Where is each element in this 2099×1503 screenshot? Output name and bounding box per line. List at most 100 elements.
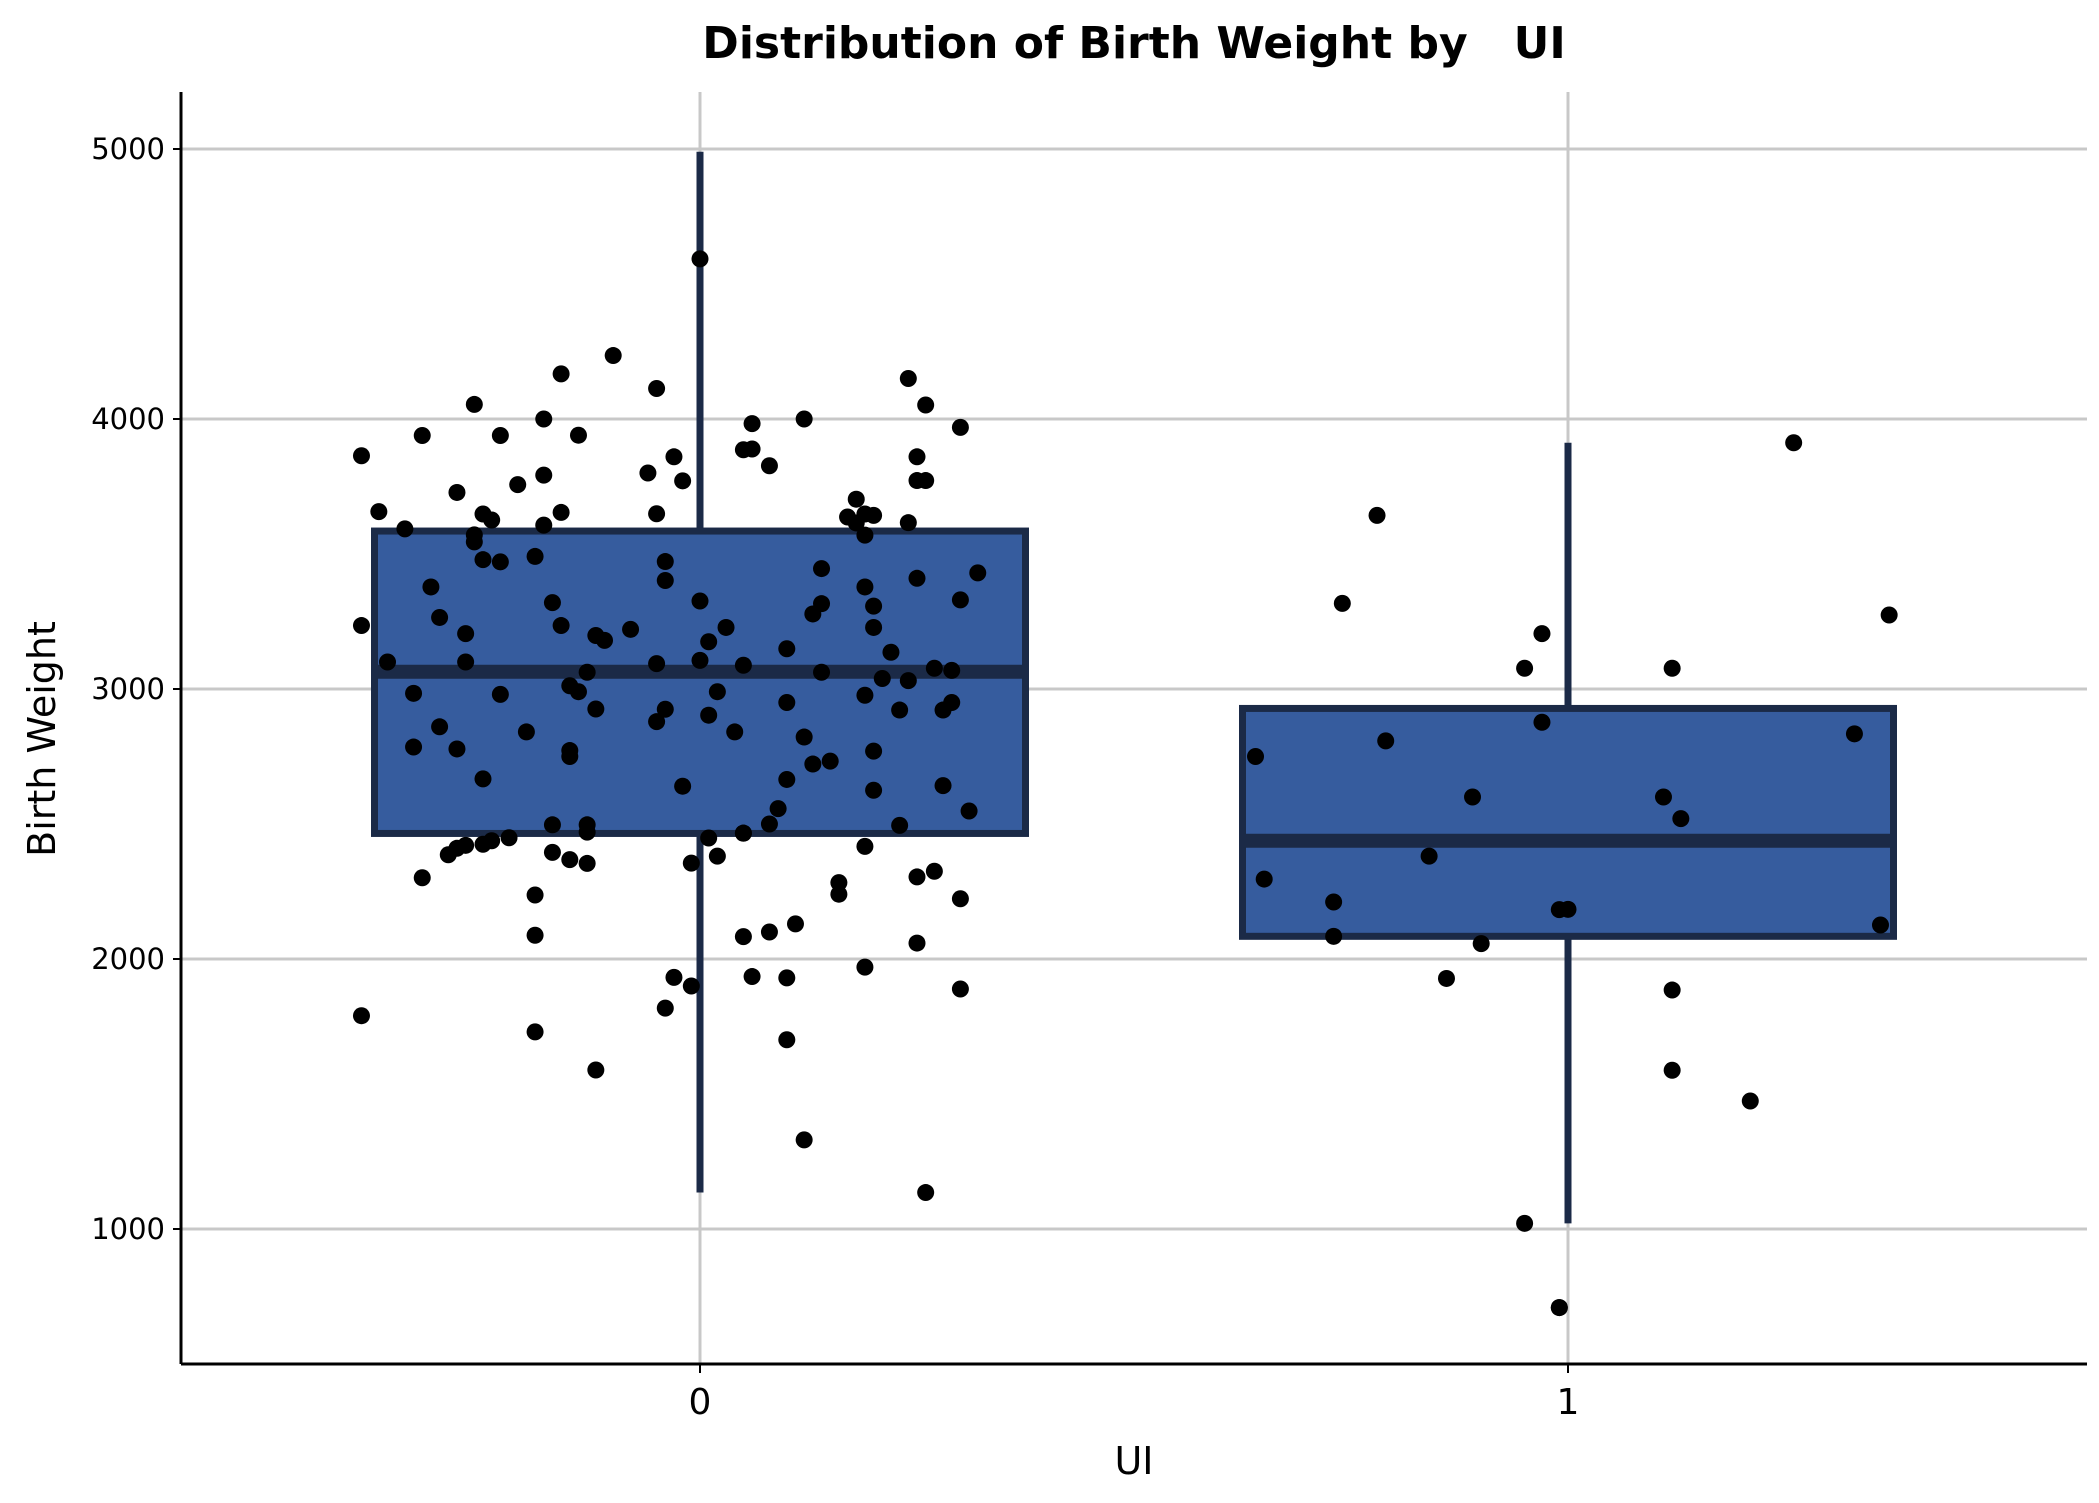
- box-0: [371, 527, 1029, 837]
- data-point: [821, 752, 839, 770]
- data-point: [1472, 935, 1490, 953]
- data-point: [778, 694, 796, 711]
- data-point: [604, 347, 622, 365]
- data-point: [960, 802, 978, 820]
- data-point: [656, 571, 674, 589]
- data-point: [1533, 713, 1551, 731]
- data-point: [856, 686, 874, 704]
- data-point: [439, 846, 457, 864]
- data-point: [587, 1061, 605, 1079]
- data-point: [1672, 810, 1690, 828]
- data-point: [656, 700, 674, 718]
- data-point: [448, 483, 466, 501]
- data-point: [865, 597, 883, 615]
- data-point: [951, 980, 969, 998]
- y-tick-label: 5000: [91, 132, 165, 166]
- data-point: [1663, 659, 1681, 677]
- data-point: [778, 1031, 796, 1049]
- data-point: [847, 490, 865, 508]
- data-point: [1663, 1061, 1681, 1079]
- data-point: [743, 440, 761, 458]
- data-point: [882, 643, 900, 661]
- data-point: [813, 595, 831, 613]
- data-point: [778, 640, 796, 658]
- data-point: [786, 915, 804, 933]
- data-point: [865, 742, 883, 760]
- data-point: [813, 560, 831, 578]
- data-point: [743, 968, 761, 986]
- data-point: [552, 617, 570, 635]
- data-point: [760, 815, 778, 833]
- data-point: [431, 608, 449, 626]
- data-point: [561, 851, 579, 869]
- y-tick-label: 2000: [91, 942, 165, 976]
- data-point: [1464, 788, 1482, 806]
- point-layer: [352, 250, 1898, 1317]
- y-axis-title: Birth Weight: [20, 621, 64, 857]
- x-tick-label: 0: [689, 1382, 712, 1423]
- data-point: [1420, 847, 1438, 865]
- data-point: [700, 633, 718, 651]
- data-point: [578, 854, 596, 872]
- data-point: [908, 868, 926, 886]
- data-point: [457, 836, 475, 854]
- data-point: [552, 503, 570, 521]
- data-point: [708, 683, 726, 701]
- data-point: [465, 395, 483, 413]
- data-point: [674, 777, 692, 795]
- data-point: [543, 843, 561, 861]
- data-point: [908, 569, 926, 587]
- y-tick-label: 3000: [91, 672, 165, 706]
- data-point: [474, 551, 492, 569]
- data-point: [925, 659, 943, 677]
- data-point: [578, 663, 596, 681]
- data-point: [1255, 870, 1273, 888]
- data-point: [726, 723, 744, 741]
- data-point: [691, 651, 709, 669]
- data-point: [925, 862, 943, 880]
- data-point: [422, 578, 440, 596]
- data-point: [891, 701, 909, 719]
- data-point: [1368, 506, 1386, 524]
- data-point: [1785, 434, 1803, 452]
- data-point: [700, 829, 718, 847]
- data-point: [517, 723, 535, 741]
- data-point: [908, 448, 926, 466]
- data-point: [1845, 725, 1863, 743]
- data-point: [674, 472, 692, 490]
- data-point: [1325, 893, 1343, 911]
- data-point: [509, 476, 527, 494]
- data-point: [1377, 732, 1395, 750]
- data-point: [370, 503, 388, 521]
- data-point: [352, 617, 370, 635]
- data-point: [535, 410, 553, 428]
- data-point: [708, 847, 726, 865]
- data-point: [656, 999, 674, 1017]
- data-point: [760, 923, 778, 941]
- data-point: [543, 816, 561, 834]
- data-point: [778, 770, 796, 788]
- data-point: [1333, 594, 1351, 612]
- data-point: [526, 1023, 544, 1041]
- data-point: [405, 738, 423, 756]
- data-point: [648, 713, 666, 731]
- data-point: [682, 977, 700, 995]
- data-point: [951, 591, 969, 609]
- data-point: [917, 396, 935, 414]
- data-point: [396, 520, 414, 538]
- data-point: [891, 816, 909, 834]
- data-point: [934, 777, 952, 795]
- data-point: [691, 592, 709, 610]
- data-point: [769, 800, 787, 818]
- data-point: [483, 511, 501, 529]
- data-point: [1516, 659, 1534, 677]
- axis-layer: [179, 92, 2087, 1366]
- y-tick-label: 1000: [91, 1212, 165, 1246]
- data-point: [622, 620, 640, 638]
- data-point: [1871, 916, 1889, 934]
- data-point: [1654, 788, 1672, 806]
- data-point: [561, 748, 579, 765]
- data-point: [908, 934, 926, 952]
